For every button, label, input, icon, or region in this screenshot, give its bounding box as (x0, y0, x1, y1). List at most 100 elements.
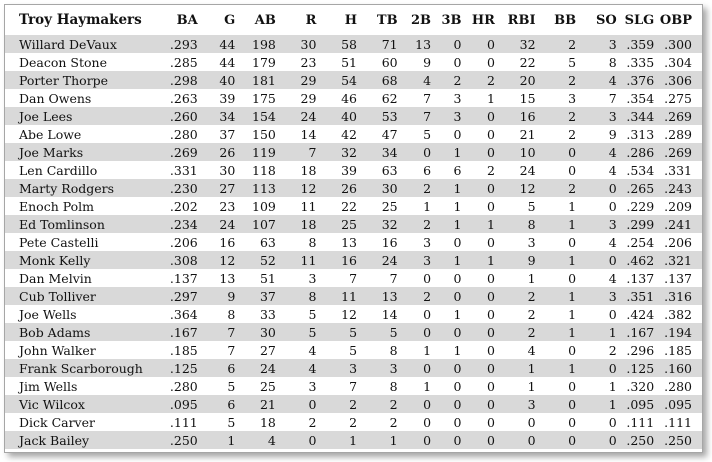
stat-cell-ba: .230 (157, 179, 198, 197)
stat-cell-2b: 2 (397, 179, 432, 197)
table-row: John Walker .185 7 27 4 5 8 1 1 0 4 0 2.296.185 (5, 341, 702, 359)
stat-cell-rbi: 22 (494, 53, 536, 71)
stat-cell-so: 4 (576, 71, 617, 89)
stat-cell-slg: .286 (616, 143, 655, 161)
stat-cell-r: 5 (275, 323, 317, 341)
stat-cell-hr: 1 (461, 215, 495, 233)
stat-cell-h: 11 (316, 287, 358, 305)
stat-cell-r: 18 (275, 161, 317, 179)
stat-cell-g: 34 (197, 107, 236, 125)
stat-cell-3b: 0 (431, 377, 462, 395)
player-name: Jack Bailey (5, 431, 158, 449)
stat-cell-ba: .293 (157, 35, 198, 53)
stat-cell-h: 32 (316, 143, 358, 161)
table-row: Pete Castelli .206 16 63 8 13 16 3 0 0 3 0 4.254.206 (5, 233, 702, 251)
stat-cell-r: 7 (275, 143, 317, 161)
stat-cell-h: 7 (316, 269, 358, 287)
stat-cell-so: 0 (576, 251, 617, 269)
stat-cell-ba: .137 (157, 269, 198, 287)
stat-cell-ab: 21 (235, 395, 276, 413)
stat-cell-bb: 1 (535, 359, 577, 377)
stat-cell-hr: 0 (461, 395, 495, 413)
stat-cell-so: 3 (576, 35, 617, 53)
stat-cell-slg: .462 (616, 251, 655, 269)
stat-cell-tb: 16 (357, 233, 398, 251)
table-row: Cub Tolliver .297 9 37 8 11 13 2 0 0 2 1 3.351.316 (5, 287, 702, 305)
stat-cell-3b: 3 (431, 89, 462, 107)
stat-cell-bb: 0 (535, 377, 577, 395)
stat-cell-bb: 0 (535, 143, 577, 161)
column-header-3b: 3B (441, 12, 462, 28)
stat-cell-obp: .321 (654, 251, 702, 269)
stat-cell-ba: .308 (157, 251, 198, 269)
stat-cell-ba: .297 (157, 287, 198, 305)
stat-cell-ab: 25 (235, 377, 276, 395)
stat-cell-hr: 0 (461, 431, 495, 449)
stat-cell-r: 3 (275, 377, 317, 395)
stat-cell-h: 46 (316, 89, 358, 107)
column-header-obp: OBP (659, 12, 692, 28)
stat-cell-rbi: 0 (494, 431, 536, 449)
stat-cell-so: 3 (576, 215, 617, 233)
stat-cell-h: 13 (316, 233, 358, 251)
stat-cell-so: 2 (576, 341, 617, 359)
stat-cell-bb: 2 (535, 179, 577, 197)
stat-cell-tb: 71 (357, 35, 398, 53)
stat-cell-obp: .250 (654, 431, 702, 449)
stat-cell-3b: 2 (431, 71, 462, 89)
stat-cell-tb: 7 (357, 269, 398, 287)
stat-cell-so: 0 (576, 179, 617, 197)
stat-cell-3b: 1 (431, 251, 462, 269)
stat-cell-ba: .234 (157, 215, 198, 233)
stat-cell-tb: 13 (357, 287, 398, 305)
stat-cell-3b: 1 (431, 179, 462, 197)
stat-cell-ab: 27 (235, 341, 276, 359)
stat-cell-ba: .280 (157, 125, 198, 143)
table-row: Joe Marks .269 26 119 7 32 34 0 1 0 10 0 4.286.269 (5, 143, 702, 161)
stat-cell-r: 3 (275, 269, 317, 287)
stat-cell-g: 23 (197, 197, 236, 215)
stat-cell-3b: 1 (431, 305, 462, 323)
table-row: Ed Tomlinson .234 24 107 18 25 32 2 1 1 8 1 3.299.24… (5, 215, 702, 233)
stat-cell-r: 11 (275, 197, 317, 215)
stat-cell-2b: 9 (397, 53, 432, 71)
stat-cell-ab: 52 (235, 251, 276, 269)
stat-cell-h: 16 (316, 251, 358, 269)
stat-cell-ab: 198 (235, 35, 276, 53)
stat-cell-bb: 2 (535, 107, 577, 125)
stat-cell-tb: 5 (357, 323, 398, 341)
stat-cell-3b: 0 (431, 323, 462, 341)
stat-cell-g: 12 (197, 251, 236, 269)
stat-cell-ba: .250 (157, 431, 198, 449)
stat-cell-obp: .185 (654, 341, 702, 359)
column-header-ba: BA (176, 12, 198, 28)
stat-cell-h: 12 (316, 305, 358, 323)
stat-cell-h: 54 (316, 71, 358, 89)
stat-cell-g: 7 (197, 323, 236, 341)
stat-cell-obp: .209 (654, 197, 702, 215)
stat-cell-tb: 2 (357, 395, 398, 413)
stat-cell-slg: .095 (616, 395, 655, 413)
stat-cell-ab: 175 (235, 89, 276, 107)
stat-cell-r: 29 (275, 89, 317, 107)
stat-cell-hr: 2 (461, 71, 495, 89)
stat-cell-slg: .376 (616, 71, 655, 89)
stat-cell-ba: .185 (157, 341, 198, 359)
table-row: Vic Wilcox .095 6 21 0 2 2 0 0 0 3 0 1.095.095 (5, 395, 702, 413)
stat-cell-g: 26 (197, 143, 236, 161)
stat-cell-ba: .260 (157, 107, 198, 125)
stat-cell-obp: .280 (654, 377, 702, 395)
stat-cell-rbi: 1 (494, 269, 536, 287)
stat-cell-hr: 0 (461, 53, 495, 71)
table-row: Joe Wells .364 8 33 5 12 14 0 1 0 2 1 0.424.382 (5, 305, 702, 323)
stat-cell-obp: .316 (654, 287, 702, 305)
stat-cell-2b: 1 (397, 197, 432, 215)
stat-cell-hr: 1 (461, 89, 495, 107)
stat-cell-ba: .269 (157, 143, 198, 161)
stat-cell-obp: .194 (654, 323, 702, 341)
player-name: Joe Lees (5, 107, 158, 125)
stat-cell-2b: 0 (397, 269, 432, 287)
stat-cell-rbi: 8 (494, 215, 536, 233)
stat-cell-slg: .229 (616, 197, 655, 215)
stat-cell-ba: .298 (157, 71, 198, 89)
